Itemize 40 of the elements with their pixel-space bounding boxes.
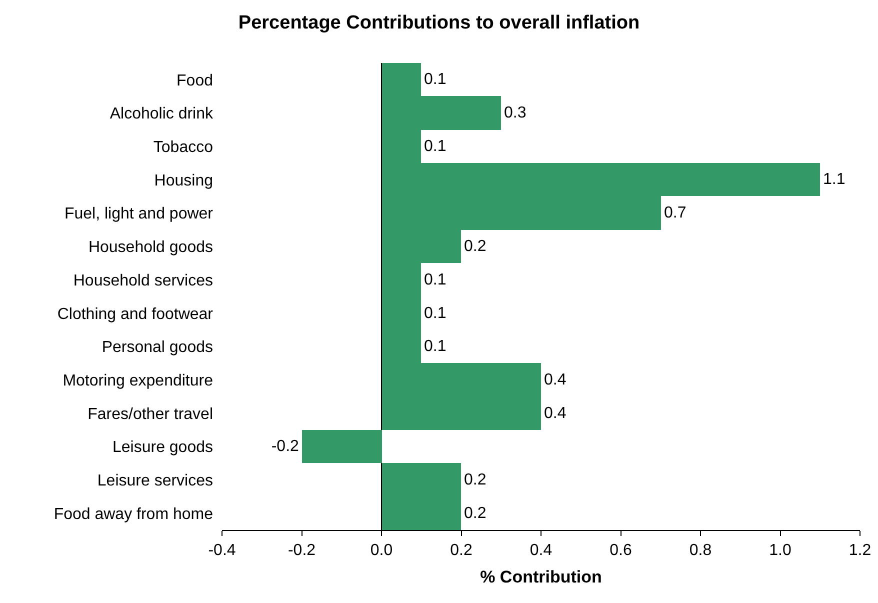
y-tick-label: Motoring expenditure [62,372,214,390]
data-label: 0.2 [464,238,486,255]
data-label: 0.1 [424,71,446,88]
y-tick-label: Leisure goods [112,439,213,456]
data-label: -0.2 [271,438,299,455]
y-tick-label: Fares/other travel [88,406,213,423]
y-tick-label: Alcoholic drink [110,106,214,123]
data-label: 0.7 [664,204,686,222]
data-label: 1.1 [823,171,846,188]
y-tick-label: Clothing and footwear [57,306,214,323]
x-tick-label: 0.2 [450,542,472,560]
x-tick-label: 0.4 [530,542,552,560]
x-tick-label: 0.0 [370,542,393,560]
data-label: 0.3 [504,104,526,122]
data-label: 0.2 [464,505,486,522]
data-label: 0.2 [464,472,486,488]
x-tick-label: 0.8 [689,542,712,560]
y-tick-label: Personal goods [102,339,213,356]
y-tick-label: Tobacco [153,138,214,156]
chart-title: Percentage Contributions to overall inflation [238,12,640,34]
data-label: 0.1 [424,138,446,155]
y-tick-label: Fuel, light and power [64,206,214,223]
y-tick-label: Household goods [88,239,213,256]
data-label: 0.4 [544,372,566,388]
data-label: 0.1 [424,305,446,322]
data-label: 0.1 [424,338,446,355]
x-axis-title: % Contribution [480,568,602,587]
x-tick-label: 0.6 [610,542,632,560]
y-tick-label: Household services [73,272,213,290]
x-tick-label: -0.4 [208,542,236,560]
data-label: 0.4 [544,405,566,422]
y-tick-label: Food [176,72,213,90]
x-tick-label: -0.2 [288,542,316,560]
data-label: 0.1 [424,272,446,288]
x-tick-label: 1.2 [848,542,872,560]
bar [302,430,382,463]
x-tick-label: 1.0 [769,542,792,560]
y-tick-label: Housing [154,172,213,190]
y-tick-label: Food away from home [54,506,214,523]
y-tick-label: Leisure services [97,472,213,490]
